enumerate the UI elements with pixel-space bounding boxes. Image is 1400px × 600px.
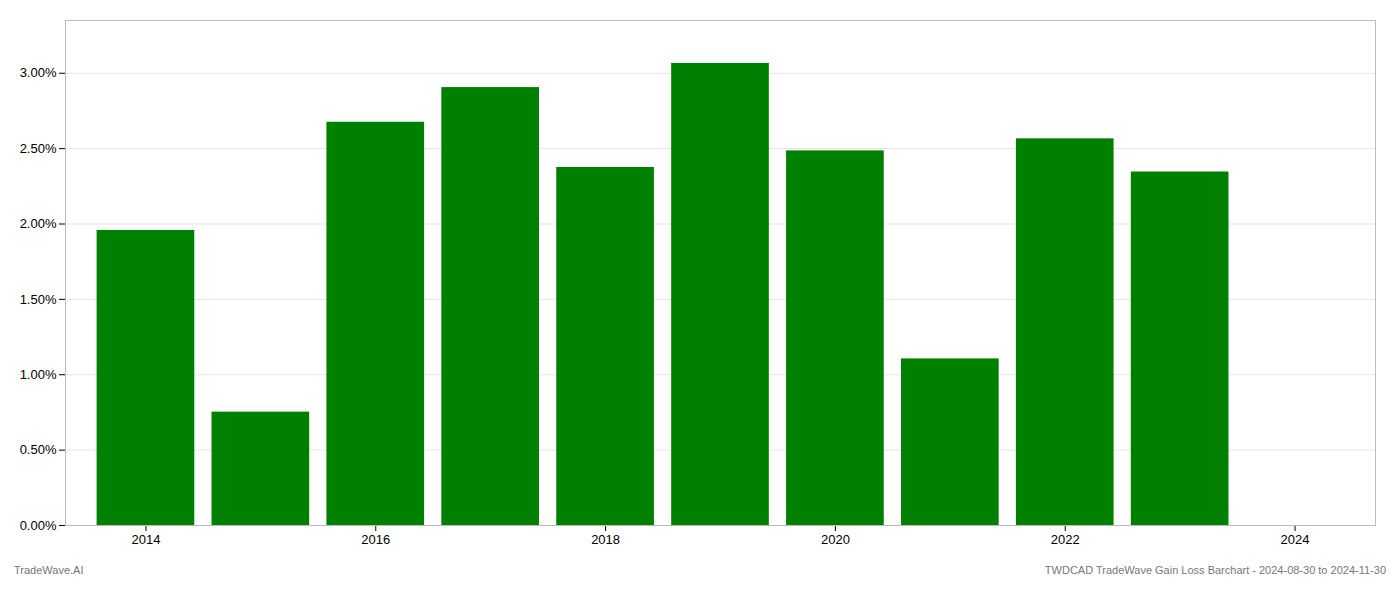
svg-text:2.00%: 2.00% [20,216,57,231]
svg-text:2022: 2022 [1051,532,1080,547]
svg-text:2020: 2020 [821,532,850,547]
svg-text:2018: 2018 [591,532,620,547]
svg-text:1.00%: 1.00% [20,367,57,382]
html-text:TradeWave.AI: TradeWave.AI [14,564,84,576]
svg-text:2.50%: 2.50% [20,141,57,156]
svg-text:0.00%: 0.00% [20,518,57,533]
svg-text:1.50%: 1.50% [20,292,57,307]
svg-text:0.50%: 0.50% [20,442,57,457]
svg-text:3.00%: 3.00% [20,65,57,80]
html-text:TWDCAD TradeWave Gain Loss Bar: TWDCAD TradeWave Gain Loss Barchart - 20… [1044,564,1386,576]
svg-text:2024: 2024 [1281,532,1310,547]
svg-text:2014: 2014 [131,532,160,547]
svg-text:2016: 2016 [361,532,390,547]
